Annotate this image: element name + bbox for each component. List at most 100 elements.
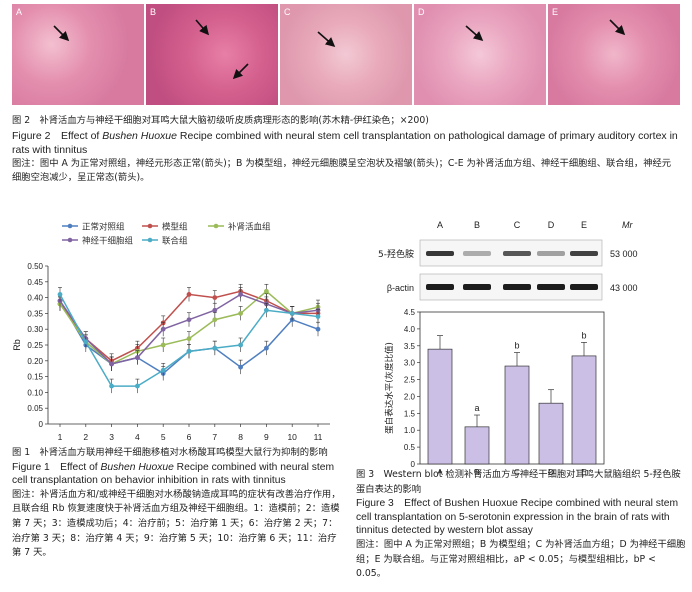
data-point xyxy=(186,336,192,342)
y-tick-label: 2.5 xyxy=(404,376,416,385)
figure-2-caption: 图 2 补肾活血方与神经干细胞对耳鸣大鼠大脑初级听皮质病理形态的影响(苏木精-伊… xyxy=(12,114,680,186)
data-point xyxy=(212,295,218,300)
figure-1-caption: 图 1 补肾活血方联用神经干细胞移植对水杨酸耳鸣模型大鼠行为抑制的影响 Figu… xyxy=(12,446,342,561)
figure-3-title-en: Figure 3 Effect of Bushen Huoxue Recipe … xyxy=(356,498,679,537)
x-tick-label: 1 xyxy=(58,432,63,442)
arrow-icon xyxy=(317,31,336,48)
data-point xyxy=(83,339,89,345)
data-point xyxy=(57,292,63,297)
legend-label: 联合组 xyxy=(162,236,188,247)
histology-panel-d: D xyxy=(414,4,546,105)
data-point xyxy=(212,317,218,323)
legend-label: 补肾活血组 xyxy=(228,222,271,233)
figure-3-blot-and-bar: A B C D E Mr 5-羟色胺 β-actin 53 000 43 000 0 0.5 1.0 1.… xyxy=(378,220,638,476)
y-tick-label: 2.0 xyxy=(404,392,416,401)
y-tick-label: 3.0 xyxy=(404,359,416,368)
blot-band xyxy=(570,284,598,290)
data-point xyxy=(186,317,192,323)
figure-2-title-cn: 图 2 补肾活血方与神经干细胞对耳鸣大鼠大脑初级听皮质病理形态的影响(苏木精-伊… xyxy=(12,115,429,126)
mr-label: Mr xyxy=(622,220,633,230)
y-tick-label: 0 xyxy=(39,420,44,429)
legend-marker xyxy=(213,223,219,229)
histology-panel-c: C xyxy=(280,4,412,105)
blot-row-label: β-actin xyxy=(387,283,414,293)
y-tick-label: 0.20 xyxy=(27,357,43,366)
x-tick-label: 7 xyxy=(212,432,217,442)
data-point xyxy=(186,292,192,297)
arrow-icon xyxy=(53,25,70,42)
figure-1-note: 图注：补肾活血方和/或神经干细胞对水杨酸钠造成耳鸣的症状有改善治疗作用，且联合组… xyxy=(12,488,341,559)
data-point xyxy=(109,383,114,389)
data-point xyxy=(238,364,244,370)
arrow-overlay xyxy=(53,19,626,80)
figure-3-note: 图注：图中 A 为正常对照组；B 为模型组；C 为补肾活血方组；D 为神经干细胞… xyxy=(356,538,686,580)
y-axis-label: Rb xyxy=(12,339,22,351)
panel-label: B xyxy=(150,7,157,17)
data-point xyxy=(212,307,218,313)
y-tick-label: 0.35 xyxy=(27,309,43,318)
data-point xyxy=(135,383,140,389)
arrow-icon xyxy=(465,25,484,42)
significance-mark: b xyxy=(514,341,519,351)
data-point xyxy=(135,355,140,361)
x-tick-label: B xyxy=(474,467,480,476)
panel-label: A xyxy=(16,7,23,17)
y-tick-label: 3.5 xyxy=(404,342,416,351)
bar xyxy=(504,365,530,465)
data-point xyxy=(289,311,295,316)
data-point xyxy=(264,307,269,313)
panel-label: E xyxy=(552,7,559,17)
blot-row-label: 5-羟色胺 xyxy=(378,248,414,260)
figure-3-caption: 图 3 Western blot 检测补肾活血方与神经干细胞对耳鸣大鼠脑组织 5… xyxy=(356,468,686,582)
y-tick-label: 0.45 xyxy=(27,278,43,287)
bar xyxy=(571,355,597,465)
y-tick-label: 4.0 xyxy=(404,325,416,334)
blot-band xyxy=(537,284,565,290)
panel-label: D xyxy=(418,7,425,17)
data-point xyxy=(238,342,244,348)
figure-2-title-en: Figure 2 Effect of Bushen Huoxue Recipe … xyxy=(12,129,678,156)
arrow-icon xyxy=(232,63,249,80)
significance-mark: a xyxy=(474,403,479,413)
data-point xyxy=(315,314,321,319)
figure-3-title-cn: 图 3 Western blot 检测补肾活血方与神经干细胞对耳鸣大鼠脑组织 5… xyxy=(356,469,681,495)
bar xyxy=(464,426,490,465)
histology-panel-a: A xyxy=(12,4,144,105)
bar xyxy=(427,348,453,465)
y-tick-label: 0.10 xyxy=(27,388,43,397)
data-point xyxy=(212,345,218,351)
bar xyxy=(538,402,564,465)
x-tick-label: A xyxy=(437,467,443,476)
data-point xyxy=(160,326,166,332)
histology-panel-e: E xyxy=(548,4,680,105)
figure-1-title-en: Figure 1 Effect of Bushen Huoxue Recipe … xyxy=(12,461,335,487)
arrow-icon xyxy=(195,19,210,36)
x-tick-label: 10 xyxy=(287,432,297,442)
y-tick-label: 0.15 xyxy=(27,373,43,382)
blot-band xyxy=(503,284,531,290)
x-tick-label: 6 xyxy=(187,432,192,442)
y-tick-label: 0.50 xyxy=(27,262,43,271)
arrow-icon xyxy=(609,19,626,36)
x-tick-label: 8 xyxy=(238,432,243,442)
blot-band xyxy=(426,284,454,290)
lane-label: B xyxy=(474,220,480,230)
y-tick-label: 0.25 xyxy=(27,341,43,350)
blot-band xyxy=(503,251,531,256)
molecular-weight: 43 000 xyxy=(610,283,638,293)
x-tick-label: 4 xyxy=(135,432,140,442)
lane-label: E xyxy=(581,220,587,230)
lane-label: C xyxy=(514,220,521,230)
blot-band xyxy=(537,251,565,256)
y-tick-label: 0.05 xyxy=(27,404,43,413)
x-tick-label: 2 xyxy=(83,432,88,442)
legend-label: 模型组 xyxy=(162,222,188,233)
legend-marker xyxy=(147,223,153,229)
y-tick-label: 0.40 xyxy=(27,294,43,303)
legend-marker xyxy=(67,223,73,229)
y-tick-label: 4.5 xyxy=(404,308,416,317)
data-point xyxy=(238,311,244,316)
x-tick-label: 11 xyxy=(314,432,323,442)
legend-label: 神经干细胞组 xyxy=(82,236,134,247)
